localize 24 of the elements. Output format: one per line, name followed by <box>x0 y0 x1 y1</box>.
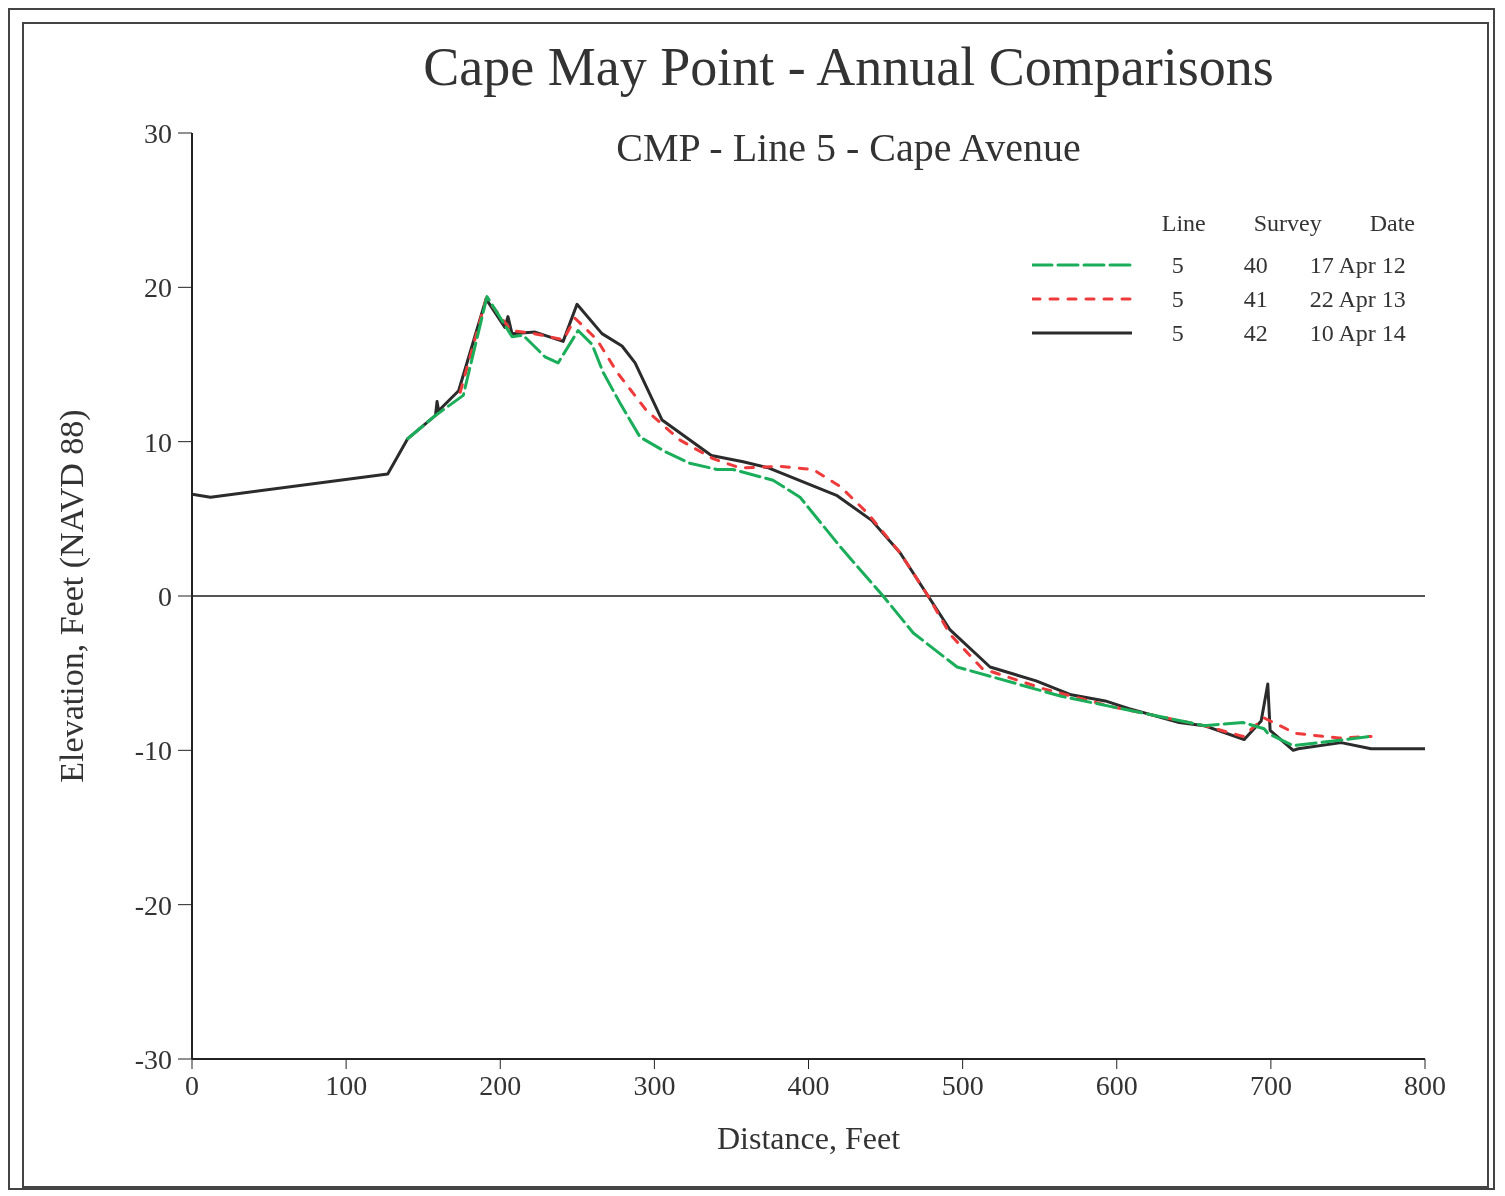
x-axis-title: Distance, Feet <box>715 1120 901 1157</box>
x-tick-label: 600 <box>1095 1069 1138 1101</box>
y-tick-label: -20 <box>134 889 172 921</box>
x-tick-label: 200 <box>479 1069 522 1101</box>
x-tick-label: 500 <box>941 1069 984 1101</box>
chart-subtitle: CMP - Line 5 - Cape Avenue <box>615 124 1082 171</box>
x-tick-label: 0 <box>185 1069 199 1101</box>
y-tick-label: -30 <box>134 1043 172 1075</box>
legend-label: 5 41 22 Apr 13 <box>1171 285 1406 313</box>
legend-label: 5 40 17 Apr 12 <box>1171 251 1406 279</box>
y-tick-label: 30 <box>144 117 172 149</box>
y-tick-label: 20 <box>144 272 172 304</box>
x-tick-label: 700 <box>1249 1069 1292 1101</box>
y-tick-label: 10 <box>144 426 172 458</box>
y-tick-label: -10 <box>134 735 172 767</box>
x-tick-label: 400 <box>787 1069 830 1101</box>
legend-label: 5 42 10 Apr 14 <box>1171 319 1406 347</box>
x-tick-label: 100 <box>325 1069 368 1101</box>
y-axis-title: Elevation, Feet (NAVD 88) <box>53 409 91 783</box>
x-tick-label: 300 <box>633 1069 676 1101</box>
chart-title: Cape May Point - Annual Comparisons <box>422 36 1275 98</box>
legend-title: Line Survey Date <box>1160 210 1415 238</box>
x-tick-label: 800 <box>1404 1069 1446 1101</box>
y-tick-label: 0 <box>158 580 172 612</box>
